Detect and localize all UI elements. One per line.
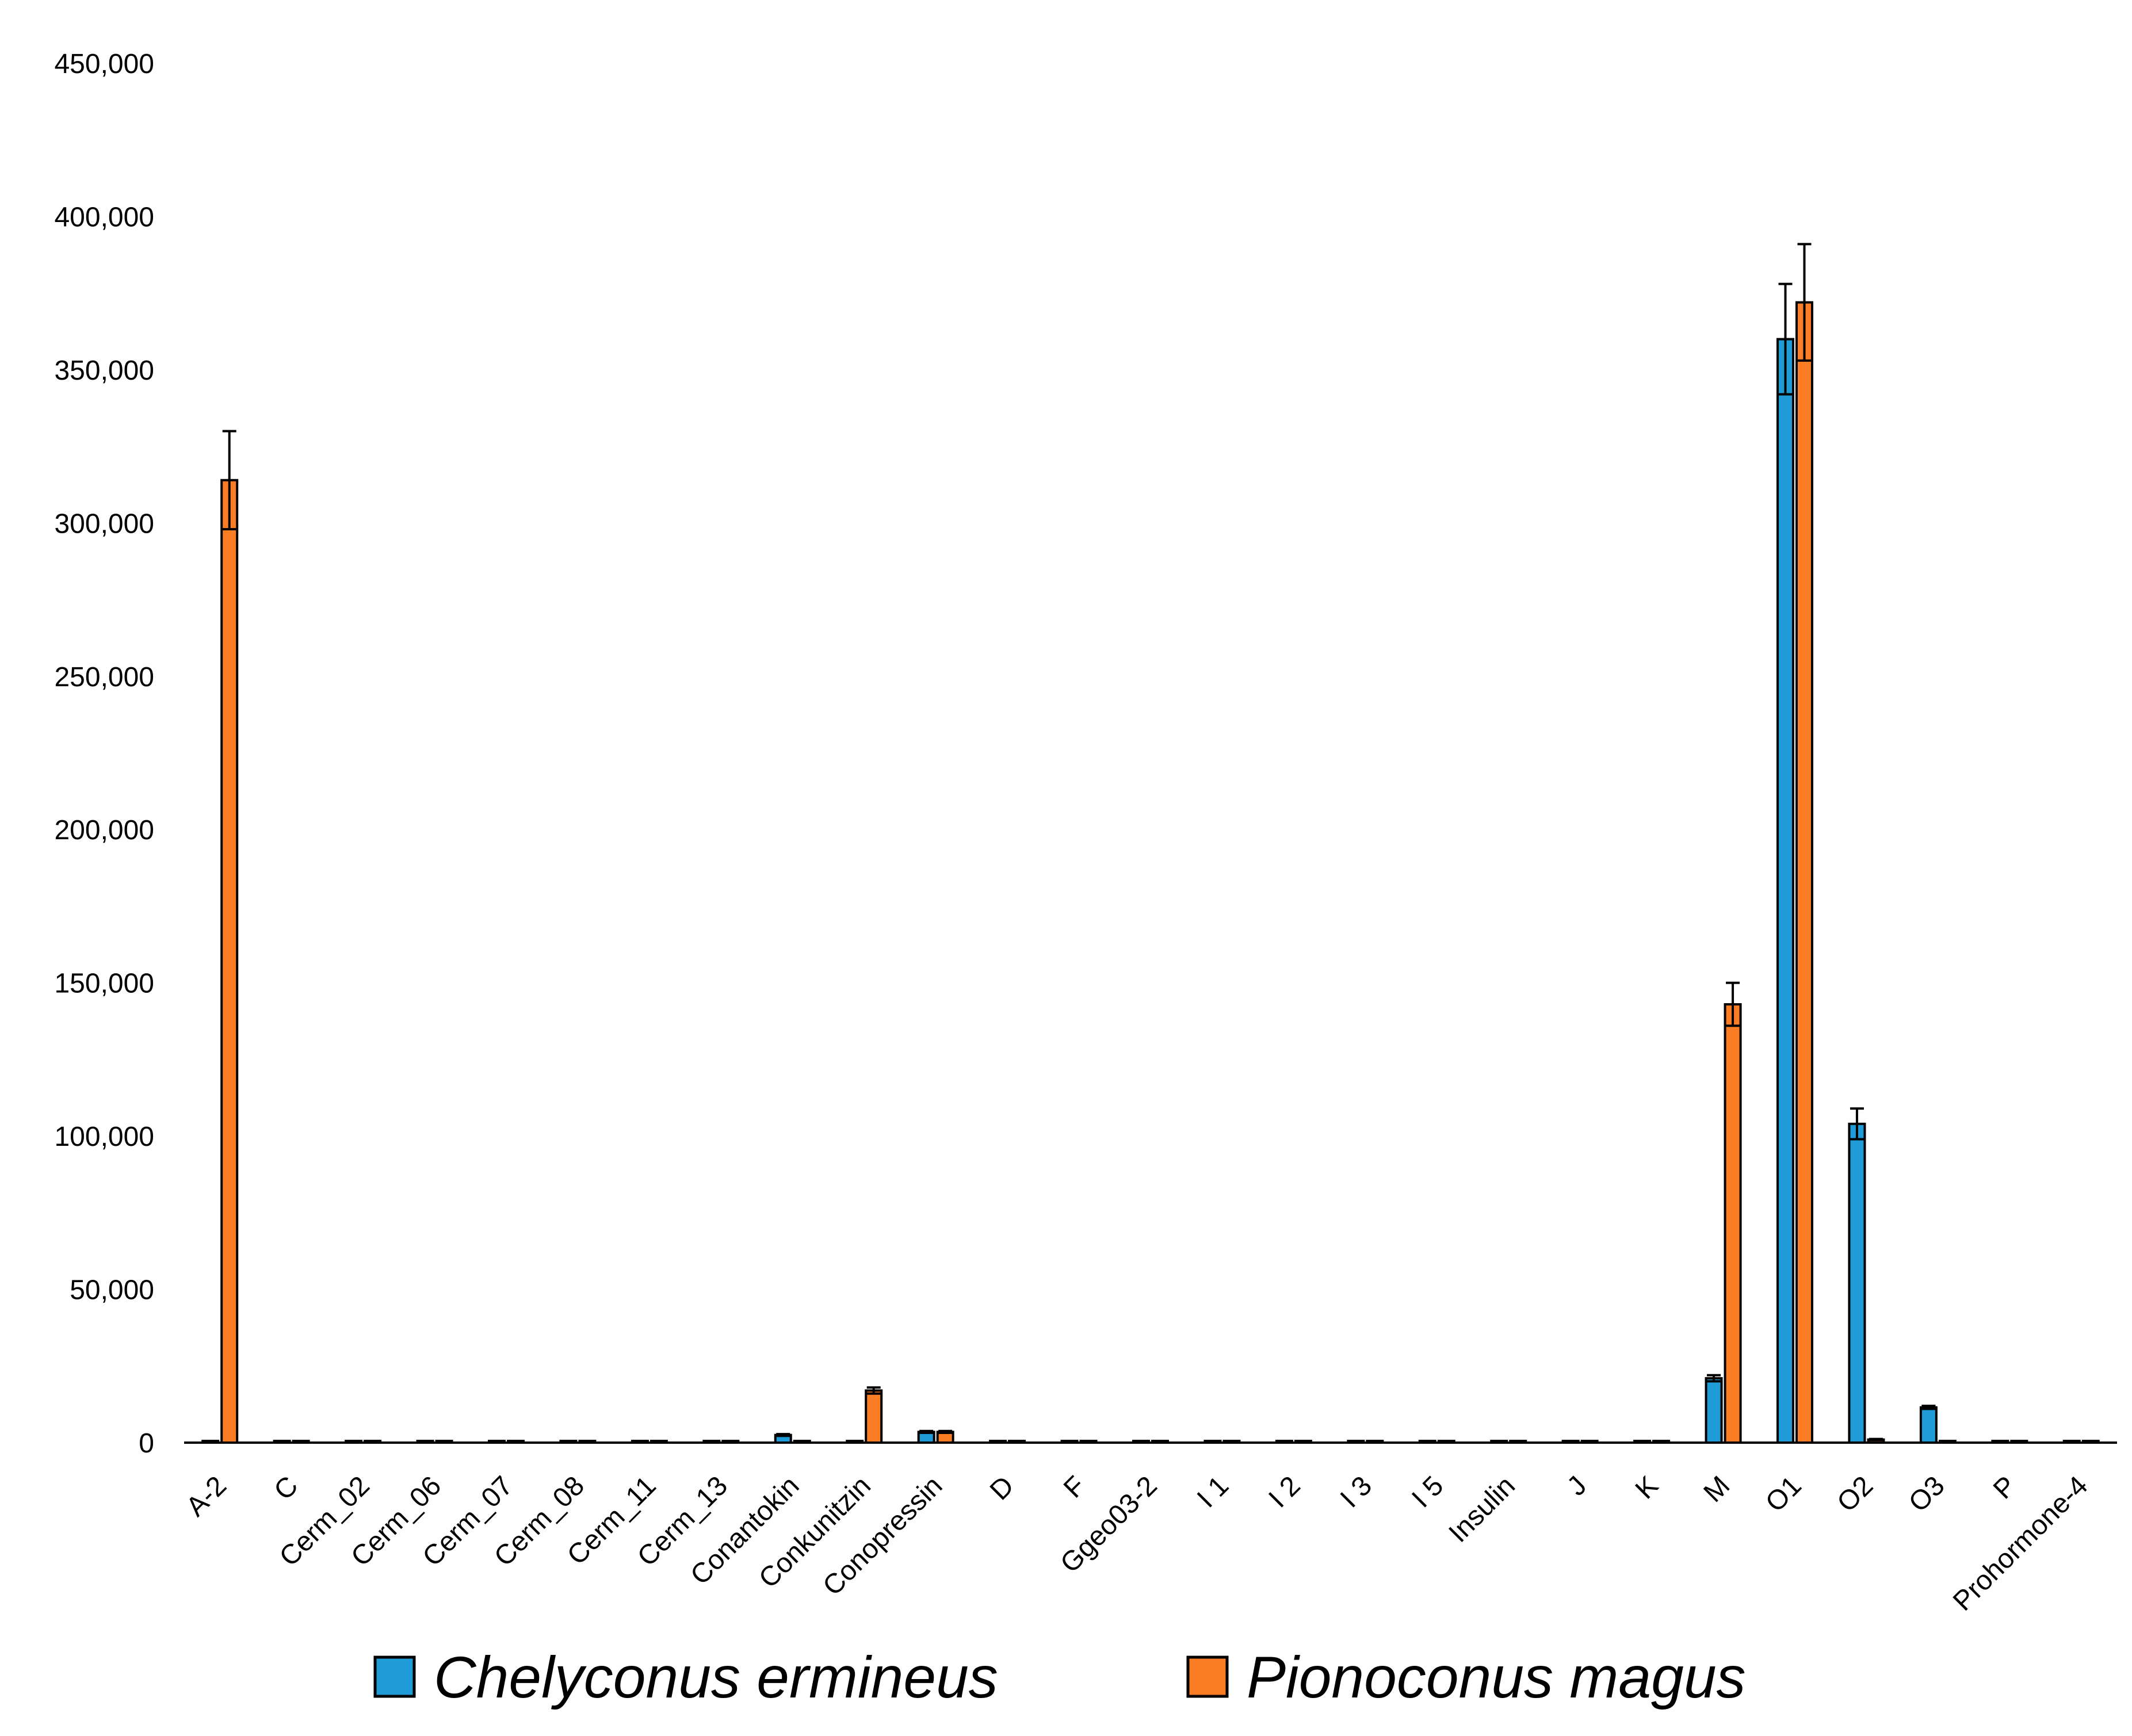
legend-swatch-chelyconus-ermineus: [373, 1655, 416, 1698]
bar-pionoconus-magus-conkunitzin: [865, 1389, 883, 1444]
legend-swatch-pionoconus-magus: [1186, 1655, 1229, 1698]
y-tick-label: 400,000: [54, 202, 154, 232]
x-tick-label: I 3: [1335, 1470, 1378, 1513]
legend-label-chelyconus-ermineus: Chelyconus ermineus: [434, 1645, 998, 1710]
x-tick-label: K: [1630, 1470, 1664, 1505]
y-tick-label: 250,000: [54, 662, 154, 693]
x-tick-label: O1: [1760, 1470, 1808, 1518]
x-tick-label: I 2: [1263, 1470, 1306, 1513]
x-tick-label: Insulin: [1443, 1470, 1521, 1548]
error-bar-pionoconus-magus-conkunitzin: [866, 1386, 881, 1395]
bars: [201, 301, 2100, 1444]
x-tick-label: C: [268, 1470, 304, 1506]
error-bar-chelyconus-ermineus-conopressin: [919, 1429, 934, 1434]
x-tick-label: I 5: [1406, 1470, 1449, 1513]
y-tick-label: 350,000: [54, 355, 154, 386]
y-axis-tick-labels: 0 50,000 100,000 150,000 200,000 250,000 300,0…: [54, 49, 154, 1459]
y-tick-label: 0: [139, 1428, 154, 1459]
bar-pionoconus-magus-a-2: [220, 479, 239, 1444]
x-tick-label: P: [1988, 1470, 2022, 1505]
y-tick-label: 100,000: [54, 1122, 154, 1152]
y-tick-label: 200,000: [54, 815, 154, 846]
y-tick-label: 150,000: [54, 969, 154, 999]
error-bar-pionoconus-magus-a-2: [222, 430, 236, 530]
error-bar-chelyconus-ermineus-conantokin: [776, 1433, 790, 1437]
x-tick-label: D: [984, 1470, 1020, 1506]
x-tick-label: O2: [1831, 1470, 1879, 1518]
error-bar-chelyconus-ermineus-m: [1707, 1374, 1721, 1383]
error-bar-chelyconus-ermineus-o2: [1850, 1107, 1864, 1141]
y-tick-label: 450,000: [54, 49, 154, 79]
bar-chelyconus-ermineus-o3: [1919, 1406, 1938, 1444]
x-tick-label: A-2: [181, 1470, 232, 1522]
y-tick-label: 300,000: [54, 508, 154, 539]
x-tick-label: J: [1561, 1470, 1592, 1501]
error-bar-pionoconus-magus-conopressin: [938, 1429, 953, 1434]
legend: Chelyconus ermineus Pionoconus magus: [373, 1645, 1746, 1710]
error-bar-chelyconus-ermineus-o1: [1778, 282, 1793, 396]
y-tick-label: 50,000: [70, 1275, 154, 1306]
error-bar-pionoconus-magus-m: [1726, 981, 1740, 1027]
bar-chelyconus-ermineus-o2: [1848, 1122, 1866, 1444]
x-tick-label: M: [1698, 1470, 1736, 1508]
bar-pionoconus-magus-m: [1724, 1003, 1742, 1444]
legend-label-pionoconus-magus: Pionoconus magus: [1247, 1645, 1746, 1710]
bar-chelyconus-ermineus-m: [1705, 1377, 1723, 1444]
bar-chelyconus-ermineus-o1: [1776, 338, 1794, 1444]
x-axis-tick-labels: A-2 CCerm_02Cerm_06Cerm_07Cerm_08Cerm_11C…: [181, 1470, 2094, 1616]
x-tick-label: F: [1058, 1470, 1091, 1504]
bar-pionoconus-magus-o1: [1795, 301, 1813, 1444]
error-bar-chelyconus-ermineus-o3: [1921, 1405, 1936, 1410]
x-tick-label: O3: [1903, 1470, 1951, 1518]
error-bars: [222, 243, 1936, 1441]
x-tick-label: I 1: [1191, 1470, 1235, 1513]
error-bar-pionoconus-magus-o2: [1869, 1437, 1883, 1441]
error-bar-pionoconus-magus-o1: [1797, 243, 1812, 362]
